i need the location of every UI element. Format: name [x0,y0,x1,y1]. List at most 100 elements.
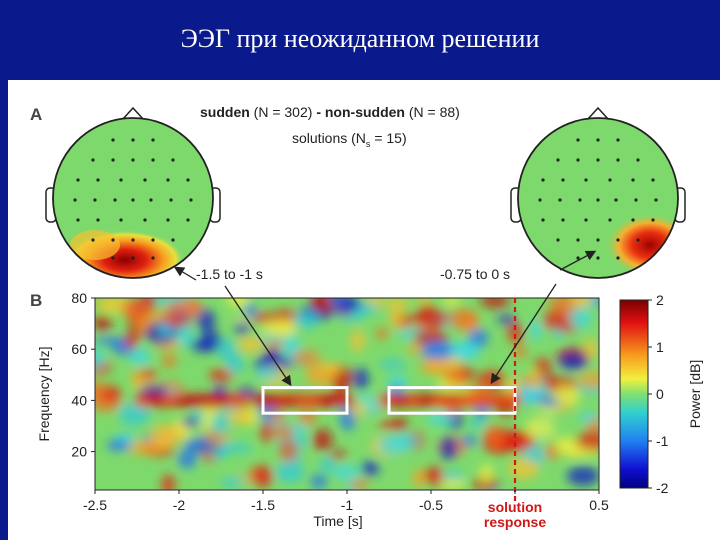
heatmap-cell [568,306,592,330]
electrode-dot [541,218,545,222]
heatmap-cell [577,371,599,389]
heatmap-cell [421,339,453,361]
heatmap-cell [95,381,107,399]
electrode-dot [131,238,135,242]
heatmap-cell [217,338,236,362]
heatmap-cell [521,448,536,458]
electrode-dot [93,198,97,202]
heatmap-cell [189,338,212,352]
heatmap-cell [224,443,253,453]
heatmap-cell [278,439,298,462]
header-line2: solutions (N [292,130,366,146]
left-topomap [45,106,221,279]
title-bar [0,0,720,80]
heatmap-cell [243,303,257,318]
x-axis: -2.5 -2 -1.5 -1 -0.5 0.5 [83,490,609,513]
heatmap-cell [378,359,407,369]
y-axis-label: Frequency [Hz] [36,347,52,442]
electrode-dot [608,218,612,222]
electrode-dot [73,198,77,202]
x-tick-label: 0.5 [589,497,609,513]
electrode-dot [151,238,155,242]
heatmap-cell [210,445,226,460]
heatmap-cell [468,328,489,348]
heatmap-cell [95,348,106,370]
heatmap-cell [350,402,367,417]
heatmap-cell [175,323,195,347]
heatmap-cell [332,464,361,480]
left-range-label: -1.5 to -1 s [196,266,263,282]
y-axis: 20 40 60 80 [71,290,95,460]
right-range-label: -0.75 to 0 s [440,266,511,282]
electrode-dot [654,198,658,202]
heatmap-cell [584,338,598,360]
electrode-dot [636,158,640,162]
header-non-sudden: non-sudden [324,104,405,120]
heatmap-cell [420,357,445,375]
electrode-dot [596,158,600,162]
heatmap-cell [319,456,335,473]
heatmap-cell [234,321,250,335]
heatmap-cell [292,349,321,366]
heatmap-cell [479,298,511,309]
heatmap-cell [579,411,598,424]
heatmap-cell [220,477,244,488]
electrode-dot [616,238,620,242]
electrode-dot [596,198,600,202]
heatmap-cell [496,314,517,324]
heatmap-cell [529,319,542,341]
heatmap-cell [418,298,432,305]
heatmap-cell [106,439,131,452]
heatmap-cell [238,336,263,354]
heatmap-cell [329,298,347,311]
heatmap-cell [497,393,522,408]
heatmap-cell [177,449,197,469]
electrode-dot [131,256,135,260]
header-sudden: sudden [200,104,250,120]
heatmap-cell [507,458,540,479]
x-tick-label: -2.5 [83,497,107,513]
electrode-dot [556,238,560,242]
header-dash: - [316,104,321,120]
electrode-dot [111,158,115,162]
heatmap-cell [525,417,556,440]
heatmap-cell [161,474,176,490]
electrode-dot [111,138,115,142]
heatmap-cell [181,417,200,428]
heatmap-cell [228,409,254,425]
electrode-dots [73,138,193,260]
heatmap-cell [575,431,599,451]
colorbar-tick-label: 0 [656,386,664,402]
heatmap-cell [412,308,448,330]
electrode-dot [189,198,193,202]
heatmap-cell [312,428,333,452]
electrode-dot [616,256,620,260]
heatmap-cell [460,435,478,446]
heatmap-cell [260,320,297,337]
electrode-dot [576,138,580,142]
heatmap-cell [350,329,366,352]
heatmap-cell [213,385,227,396]
colorbar-tick-label: -2 [656,480,669,496]
heatmap-cell [554,436,577,453]
heatmap-cell [127,440,163,455]
heatmap-cell [251,464,274,488]
y-tick-label: 80 [71,290,87,306]
arrow-to-right-window [490,283,557,385]
heatmap-cell [329,450,347,460]
electrode-dot [561,178,565,182]
electrode-dot [636,238,640,242]
right-topomap [510,106,686,279]
heatmap-cell [533,358,552,371]
heatmap-cell [157,322,173,337]
heatmap-cell [469,417,486,430]
electrode-dot [149,198,153,202]
heatmap-cell [272,424,295,439]
electrode-dot [91,238,95,242]
electrode-dot [111,238,115,242]
x-tick-label: -2 [173,497,186,513]
heatmap-cell [255,366,282,381]
electrode-dot [596,256,600,260]
electrode-dot [143,178,147,182]
